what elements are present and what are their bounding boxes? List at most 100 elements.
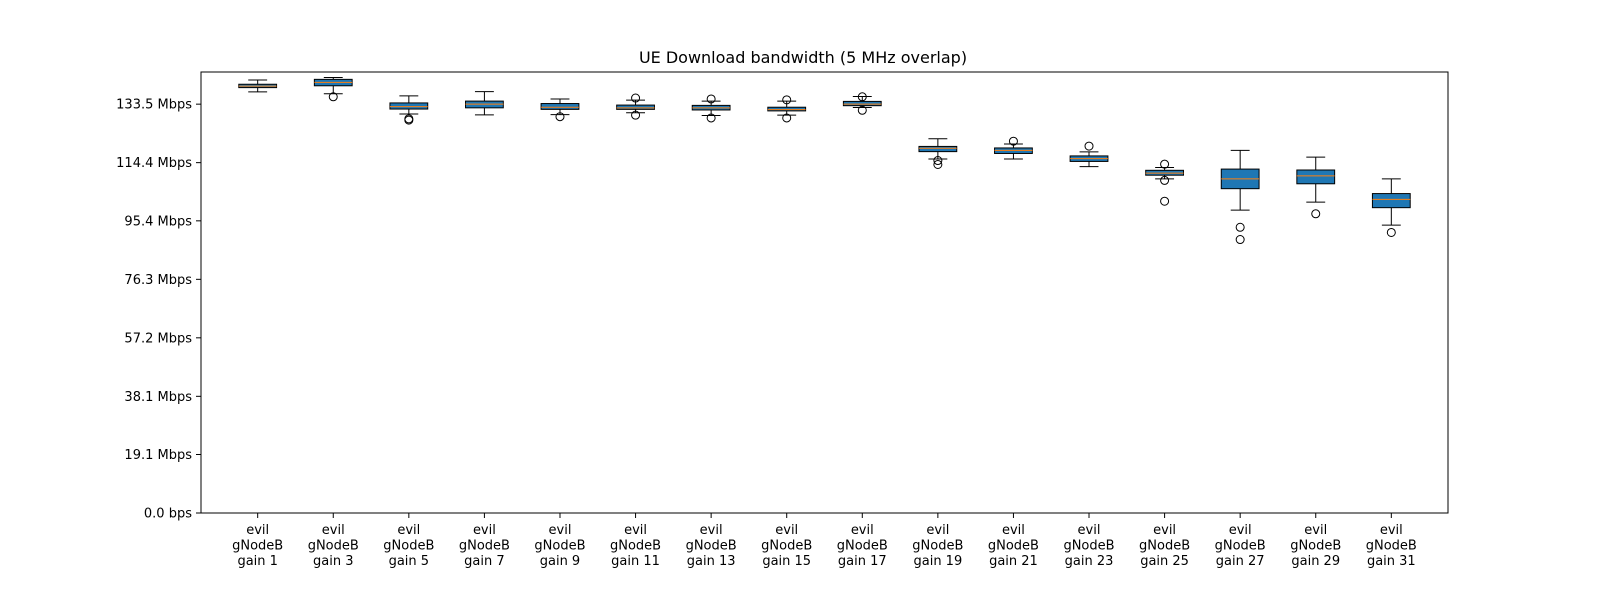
y-tick-label: 95.4 Mbps bbox=[124, 214, 192, 229]
x-tick-label: gain 13 bbox=[687, 554, 736, 569]
x-tick-label: evil bbox=[473, 523, 496, 538]
box-body bbox=[767, 106, 807, 112]
y-axis: 0.0 bps 19.1 Mbps 38.1 Mbps 57.2 Mbps 76.3 M… bbox=[116, 98, 201, 522]
x-tick-label: evil bbox=[926, 523, 949, 538]
x-tick-label: evil bbox=[397, 523, 420, 538]
box-1 bbox=[238, 79, 278, 93]
x-tick-label: evil bbox=[1153, 523, 1176, 538]
box-4 bbox=[465, 91, 504, 116]
x-tick-label: evil bbox=[700, 523, 723, 538]
box-body bbox=[918, 145, 958, 153]
outlier-point bbox=[1235, 235, 1245, 245]
outlier-point bbox=[631, 93, 641, 103]
x-tick-label: gNodeB bbox=[1290, 539, 1341, 554]
x-tick-label: gNodeB bbox=[383, 539, 434, 554]
x-tick-label: gNodeB bbox=[459, 539, 510, 554]
box-9 bbox=[842, 92, 882, 115]
x-tick-label: gain 5 bbox=[389, 554, 429, 569]
x-tick-label: gain 17 bbox=[838, 554, 887, 569]
box-8 bbox=[767, 95, 807, 123]
box-3 bbox=[389, 95, 429, 125]
outlier-point bbox=[1160, 196, 1170, 206]
x-tick-label: evil bbox=[1002, 523, 1025, 538]
outlier-point bbox=[933, 159, 943, 169]
x-tick-label: gNodeB bbox=[1215, 539, 1266, 554]
outlier-point bbox=[631, 110, 641, 120]
x-tick-label: gain 27 bbox=[1216, 554, 1265, 569]
x-tick-label: gNodeB bbox=[1063, 539, 1114, 554]
x-tick-label: evil bbox=[322, 523, 345, 538]
y-tick-label: 19.1 Mbps bbox=[124, 448, 192, 463]
plot-frame bbox=[200, 71, 1449, 514]
x-tick-label: evil bbox=[246, 523, 269, 538]
outlier-point bbox=[706, 94, 716, 104]
box-body bbox=[616, 104, 655, 110]
box-15 bbox=[1296, 156, 1336, 219]
outlier-point bbox=[857, 105, 867, 115]
outlier-point bbox=[1311, 209, 1321, 219]
outlier-point bbox=[404, 115, 414, 125]
box-series bbox=[238, 77, 1411, 245]
x-tick-label: evil bbox=[549, 523, 572, 538]
outlier-point bbox=[1160, 159, 1170, 169]
y-tick-label: 38.1 Mbps bbox=[124, 390, 192, 405]
y-tick-label: 114.4 Mbps bbox=[116, 156, 192, 171]
box-10 bbox=[918, 138, 958, 169]
x-tick-label: gain 11 bbox=[611, 554, 660, 569]
box-12 bbox=[1069, 141, 1109, 168]
y-tick-label: 0.0 bps bbox=[144, 507, 192, 522]
x-tick-label: gNodeB bbox=[686, 539, 737, 554]
box-13 bbox=[1145, 159, 1184, 206]
x-tick-label: gain 15 bbox=[762, 554, 811, 569]
x-tick-label: gNodeB bbox=[912, 539, 963, 554]
box-body bbox=[1296, 169, 1336, 185]
x-tick-label: gNodeB bbox=[534, 539, 585, 554]
x-tick-label: gain 29 bbox=[1291, 554, 1340, 569]
x-tick-label: evil bbox=[624, 523, 647, 538]
x-tick-label: gain 3 bbox=[313, 554, 353, 569]
outlier-point bbox=[1084, 141, 1094, 151]
x-tick-label: gNodeB bbox=[988, 539, 1039, 554]
outlier-point bbox=[328, 92, 338, 102]
box-2 bbox=[313, 77, 353, 102]
outlier-point bbox=[933, 156, 943, 166]
box-body bbox=[389, 102, 429, 110]
x-tick-label: gNodeB bbox=[308, 539, 359, 554]
box-body bbox=[1371, 193, 1411, 209]
x-tick-label: gain 7 bbox=[464, 554, 504, 569]
y-tick-label: 57.2 Mbps bbox=[124, 331, 192, 346]
x-tick-label: gNodeB bbox=[1366, 539, 1417, 554]
outlier-point bbox=[1235, 222, 1245, 232]
x-tick-label: evil bbox=[1229, 523, 1252, 538]
outlier-point bbox=[1008, 136, 1018, 146]
box-14 bbox=[1220, 149, 1260, 245]
box-body bbox=[540, 103, 580, 110]
x-tick-label: gain 31 bbox=[1367, 554, 1416, 569]
x-tick-label: gain 9 bbox=[540, 554, 580, 569]
chart-title: UE Download bandwidth (5 MHz overlap) bbox=[639, 48, 967, 67]
box-5 bbox=[540, 98, 580, 122]
outlier-point bbox=[857, 92, 867, 102]
y-tick-label: 76.3 Mbps bbox=[124, 273, 192, 288]
outlier-point bbox=[782, 95, 792, 105]
box-16 bbox=[1371, 178, 1411, 237]
x-tick-label: evil bbox=[775, 523, 798, 538]
x-tick-label: evil bbox=[851, 523, 874, 538]
x-tick-label: gain 19 bbox=[913, 554, 962, 569]
outlier-point bbox=[555, 112, 565, 122]
box-body bbox=[842, 100, 882, 107]
outlier-point bbox=[706, 113, 716, 123]
outlier-point bbox=[782, 113, 792, 123]
box-11 bbox=[994, 136, 1033, 160]
box-7 bbox=[691, 94, 731, 123]
box-6 bbox=[616, 93, 655, 120]
y-tick-label: 133.5 Mbps bbox=[116, 98, 192, 113]
x-tick-label: evil bbox=[1078, 523, 1101, 538]
outlier-point bbox=[1386, 227, 1396, 237]
x-tick-label: gNodeB bbox=[1139, 539, 1190, 554]
x-tick-label: evil bbox=[1380, 523, 1403, 538]
x-tick-label: gain 1 bbox=[237, 554, 277, 569]
